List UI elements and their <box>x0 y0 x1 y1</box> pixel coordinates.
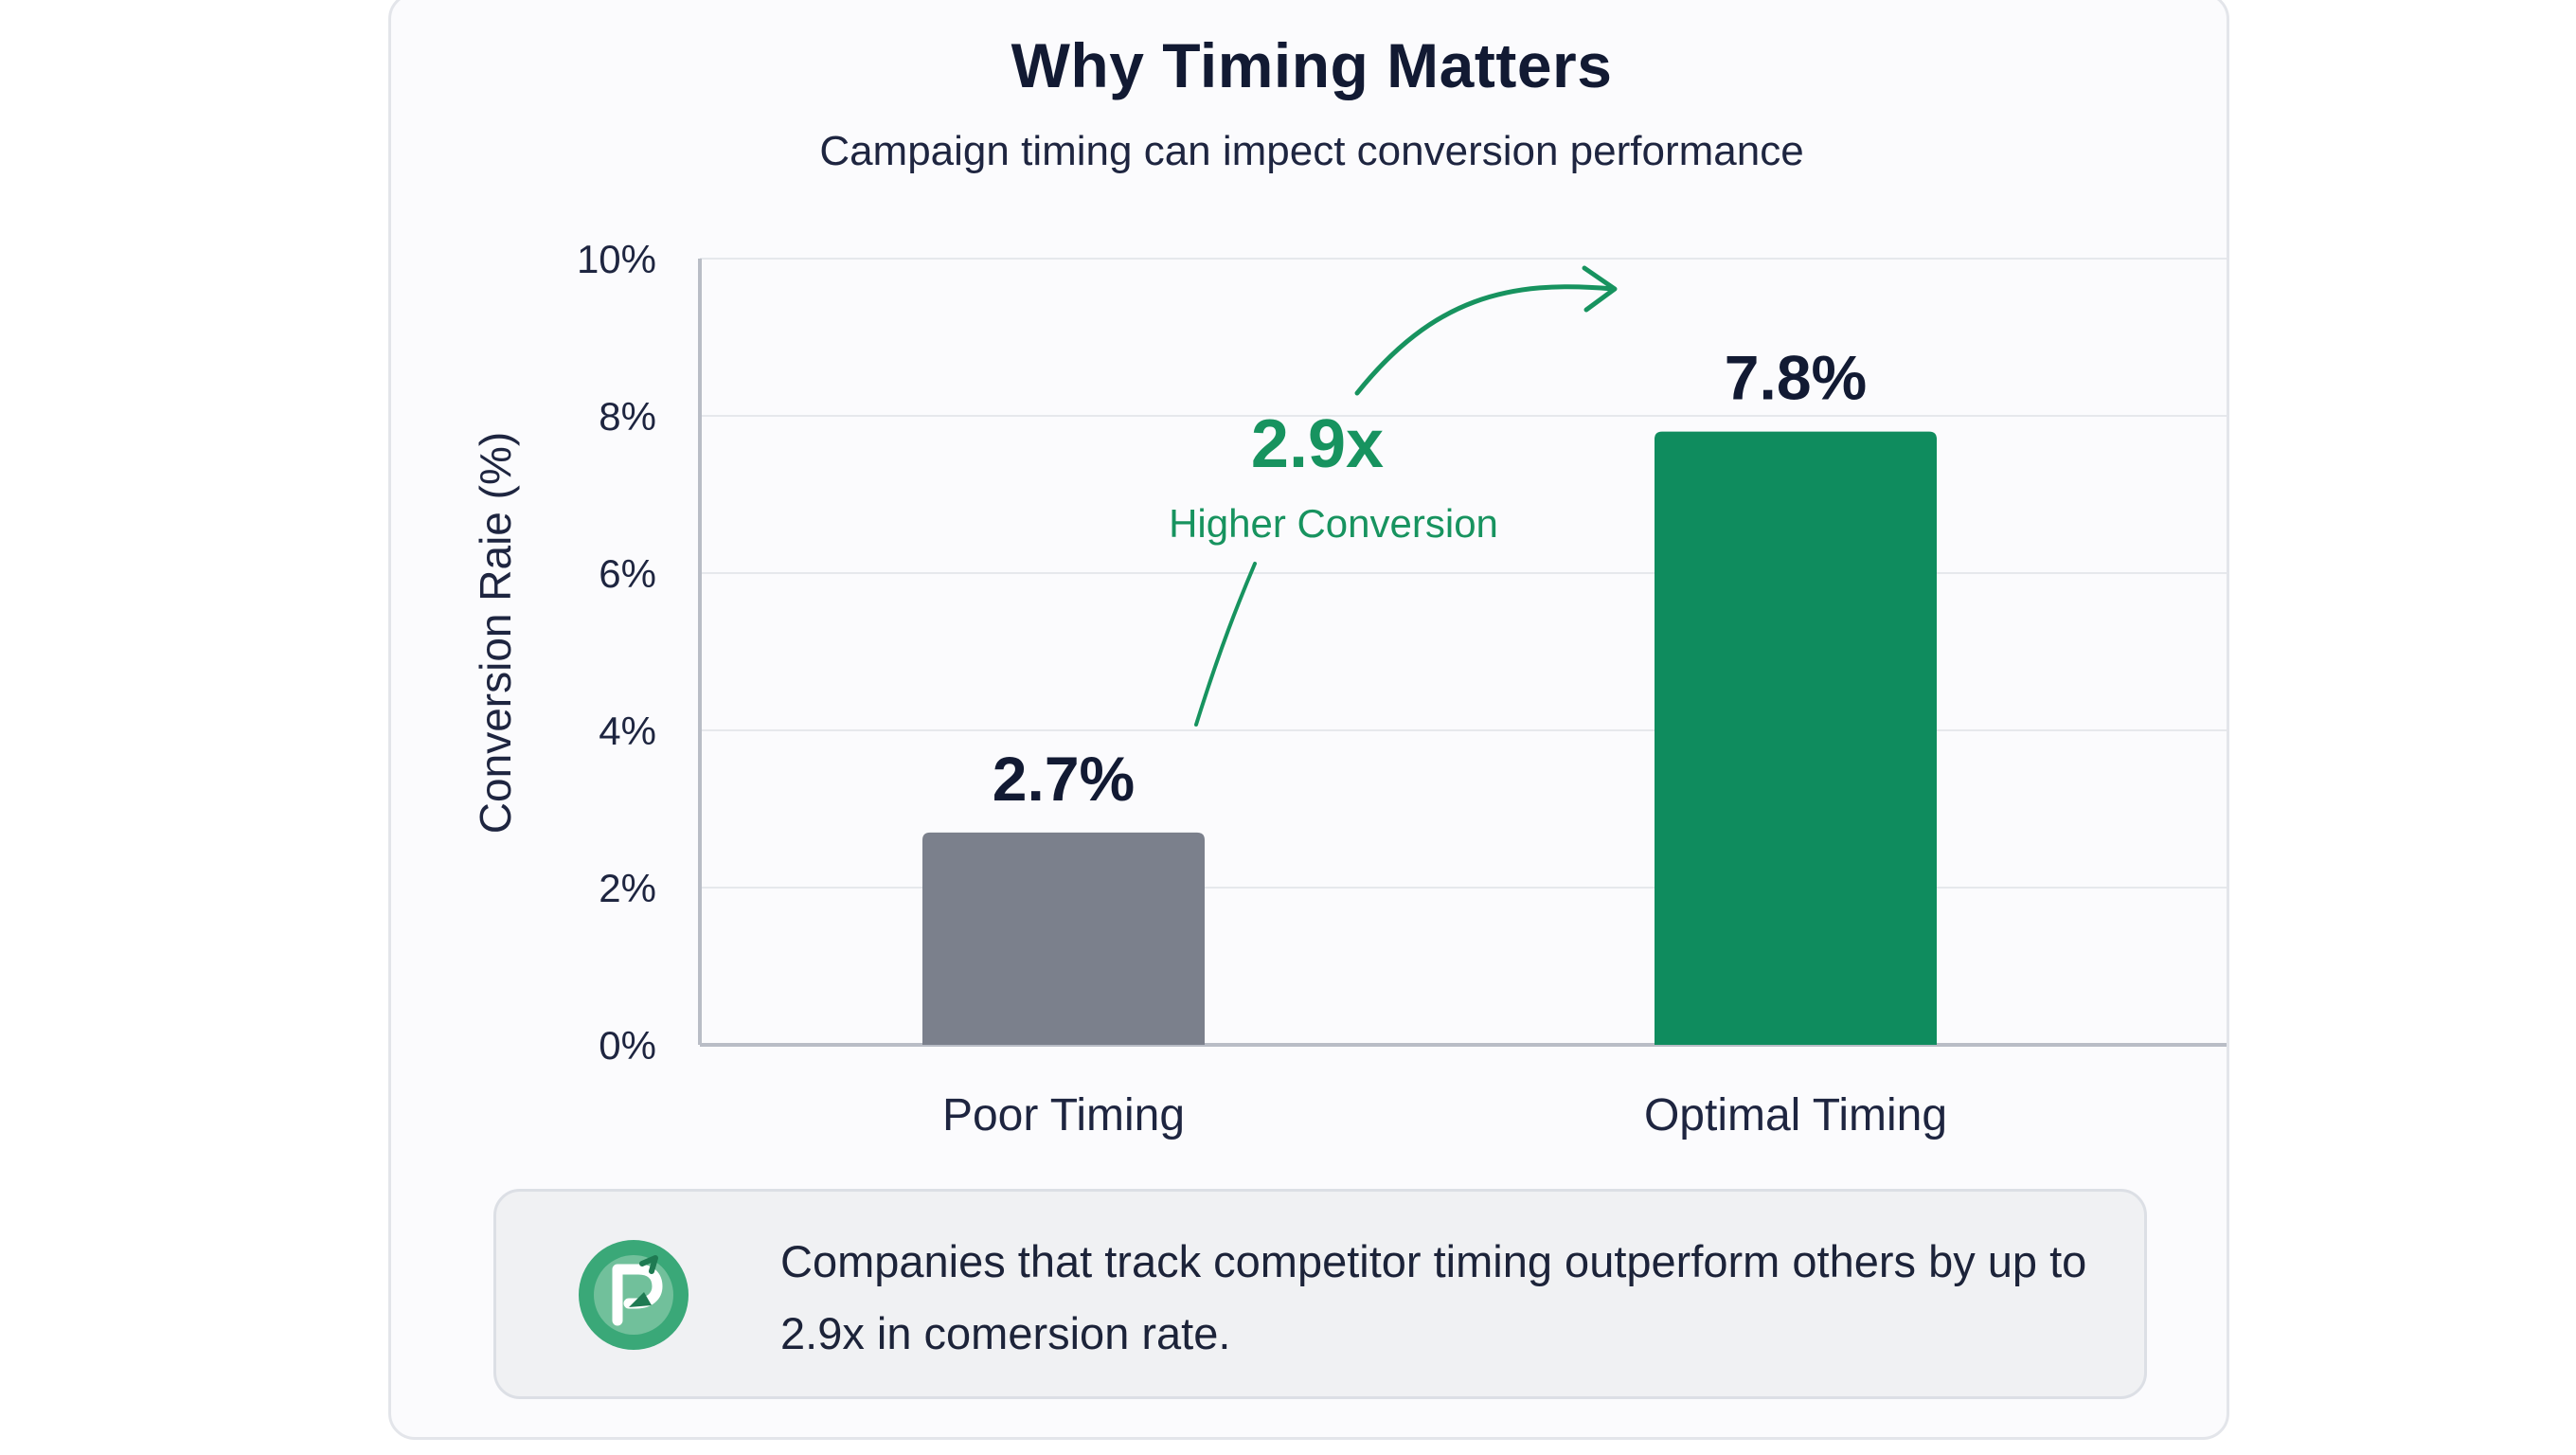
x-category-label: Optimal Timing <box>1644 1090 1947 1141</box>
chart-card: Why Timing Matters Campaign timing can i… <box>388 0 2229 1440</box>
callout-text: Companies that track competitor timing o… <box>780 1226 2106 1370</box>
y-tick-label: 2% <box>599 866 656 910</box>
growth-badge-icon <box>576 1237 691 1353</box>
bar-chart: 0% 2% 4% 6% 8% 10% Conversion Raie (%) 2.7% Poor… <box>391 0 2229 1179</box>
x-category-label: Poor Timing <box>942 1090 1185 1141</box>
bar-poor-timing <box>922 833 1205 1045</box>
y-tick-label: 10% <box>577 237 656 281</box>
annotation-multiplier: 2.9x <box>1251 406 1384 482</box>
y-tick-label: 8% <box>599 394 656 439</box>
y-tick-label: 6% <box>599 551 656 596</box>
annotation-arrow-lower <box>1196 564 1255 725</box>
annotation-text: Higher Conversion <box>1169 501 1498 546</box>
bar-value-label: 7.8% <box>1725 343 1867 413</box>
y-axis-label: Conversion Raie (%) <box>471 432 520 834</box>
bar-value-label: 2.7% <box>993 744 1135 814</box>
annotation-arrow-upper <box>1357 287 1613 393</box>
bar-optimal-timing <box>1655 432 1937 1045</box>
y-tick-label: 0% <box>599 1023 656 1068</box>
y-tick-label: 4% <box>599 709 656 753</box>
insight-callout: Companies that track competitor timing o… <box>493 1189 2147 1399</box>
